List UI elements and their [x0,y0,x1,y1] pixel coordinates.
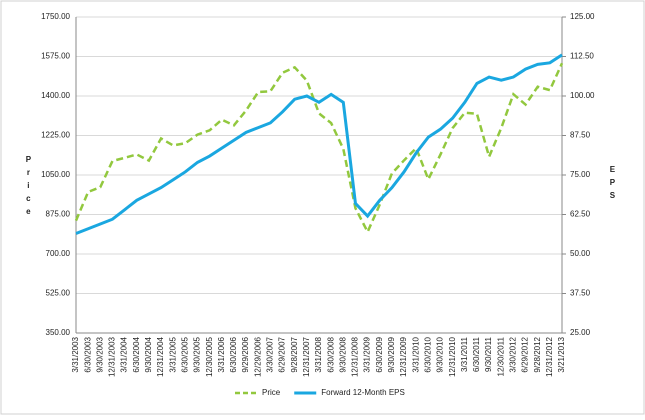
y2-tick-label: 37.50 [570,289,591,298]
x-tick-label: 9/30/2005 [193,336,202,372]
x-tick-label: 12/31/2003 [108,336,117,377]
y-tick-label: 1575.00 [41,52,70,61]
x-tick-label: 3/30/2012 [509,336,518,372]
x-tick-label: 6/30/2005 [180,336,189,372]
x-tick-label: 3/31/2004 [120,336,129,372]
x-tick-label: 12/31/2007 [302,336,311,377]
x-tick-label: 9/30/2011 [484,336,493,372]
x-tick-label: 6/29/2012 [521,336,530,372]
x-tick-label: 6/29/2007 [278,336,287,372]
x-tick-label: 3/31/2006 [217,336,226,372]
x-tick-label: 9/29/2006 [241,336,250,372]
x-tick-label: 9/30/2004 [144,336,153,372]
x-tick-label: 9/30/2008 [338,336,347,372]
x-tick-label: 12/31/2008 [351,336,360,377]
y2-tick-label: 25.00 [570,328,591,337]
y-tick-label: 1225.00 [41,131,70,140]
x-tick-label: 3/21/2013 [557,336,566,372]
x-tick-label: 12/30/2005 [205,336,214,377]
y-tick-label: 1750.00 [41,12,70,21]
x-tick-label: 3/30/2007 [266,336,275,372]
y2-tick-label: 125.00 [570,12,595,21]
x-tick-label: 6/30/2006 [229,336,238,372]
y-axis-label: Price [24,155,33,220]
x-tick-label: 12/30/2011 [496,336,505,376]
y-tick-label: 1400.00 [41,91,70,100]
x-tick-label: 6/30/2003 [83,336,92,372]
x-tick-label: 9/30/2010 [436,336,445,372]
x-tick-label: 12/31/2009 [399,336,408,377]
x-tick-label: 3/31/2003 [71,336,80,372]
x-tick-label: 6/30/2004 [132,336,141,372]
y2-tick-label: 100.00 [570,91,595,100]
legend-label: Price [262,388,281,397]
x-tick-label: 9/30/2009 [387,336,396,372]
x-tick-label: 3/31/2009 [363,336,372,372]
y-tick-label: 1050.00 [41,170,70,179]
y2-tick-label: 87.50 [570,131,591,140]
x-tick-label: 12/31/2004 [156,336,165,377]
x-tick-label: 6/30/2008 [326,336,335,372]
x-tick-label: 12/31/2012 [545,336,554,377]
x-tick-label: 3/31/2005 [168,336,177,372]
series-line [75,53,563,235]
x-tick-label: 9/28/2007 [290,336,299,372]
y-tick-label: 875.00 [46,210,71,219]
x-tick-label: 12/29/2006 [253,336,262,377]
legend-label: Forward 12-Month EPS [321,388,405,397]
x-tick-label: 12/31/2010 [448,336,457,377]
y2-tick-label: 112.50 [570,52,594,61]
x-tick-label: 3/31/2008 [314,336,323,372]
y-tick-label: 700.00 [46,249,71,258]
x-tick-label: 6/30/2010 [423,336,432,372]
y2-tick-label: 62.50 [570,210,591,219]
y2-tick-label: 50.00 [570,249,591,258]
y2-axis-label: EPS [608,165,617,204]
series-line [74,62,564,235]
x-tick-label: 6/30/2009 [375,336,384,372]
x-tick-label: 3/31/2010 [411,336,420,372]
x-tick-label: 3/31/2011 [460,336,469,372]
y2-tick-label: 75.00 [570,170,591,179]
x-tick-label: 6/30/2011 [472,336,481,372]
x-tick-label: 9/28/2012 [533,336,542,372]
y-tick-label: 525.00 [46,289,71,298]
x-tick-label: 9/30/2003 [95,336,104,372]
y-tick-label: 350.00 [46,328,71,337]
